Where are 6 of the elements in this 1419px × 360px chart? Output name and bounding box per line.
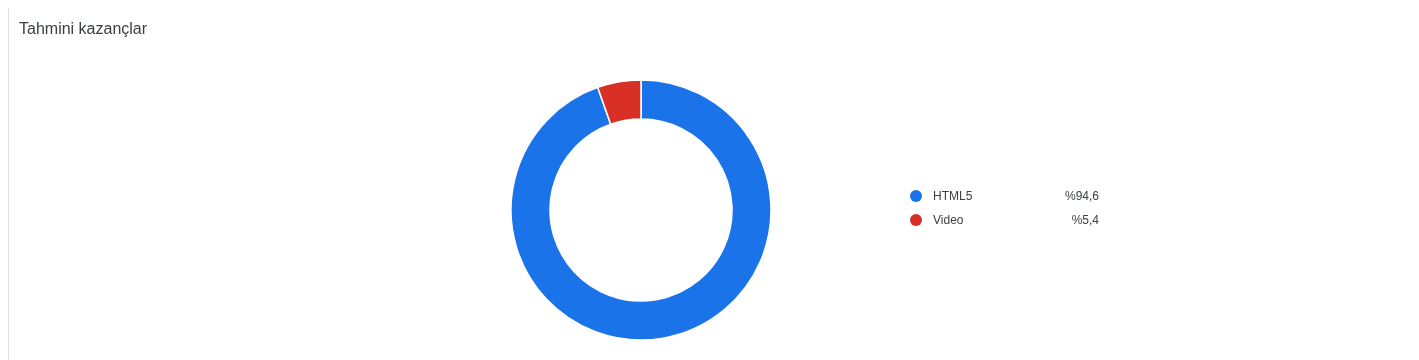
data-label: %94,6 xyxy=(1064,189,1099,203)
donut-slice xyxy=(510,79,772,341)
legend-label: Video xyxy=(933,213,965,227)
text: Tahmini kazançlar xyxy=(19,20,148,38)
legend-label: HTML5 xyxy=(933,189,974,203)
data-label: %5,4 xyxy=(1071,213,1099,227)
